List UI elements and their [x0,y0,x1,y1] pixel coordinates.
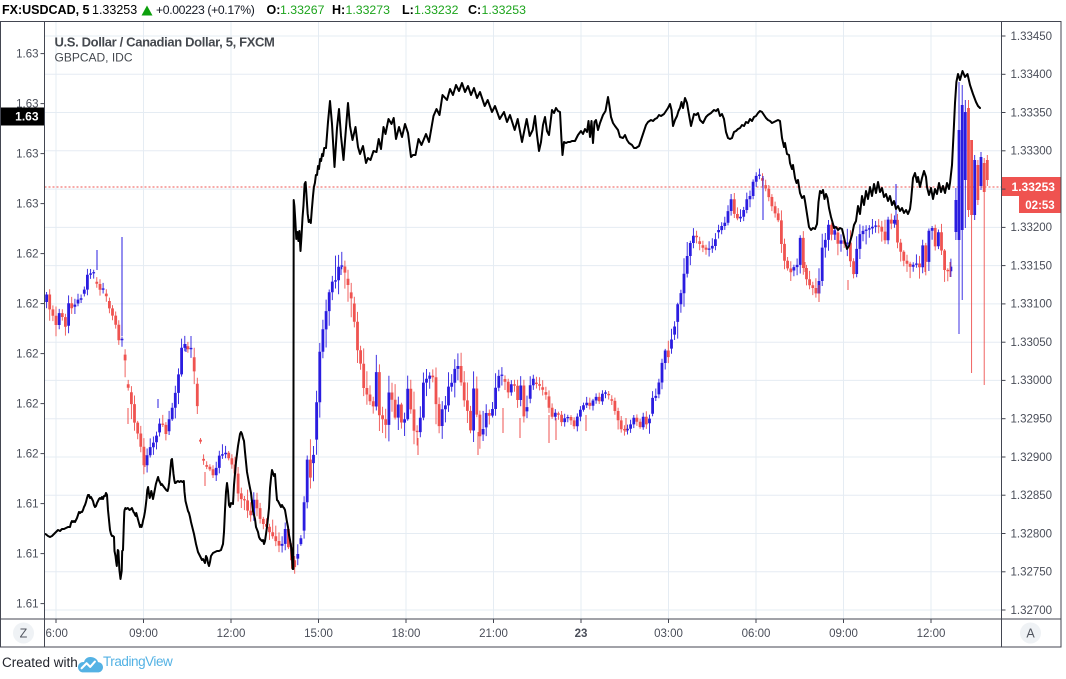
svg-text:1.63: 1.63 [16,98,38,110]
svg-text:6:00: 6:00 [46,628,68,640]
svg-text:1.32900: 1.32900 [1011,452,1053,464]
svg-text:1.32950: 1.32950 [1011,414,1053,426]
svg-text:1.33253: 1.33253 [1012,180,1056,194]
svg-text:1.61: 1.61 [16,598,38,610]
svg-text:1.63: 1.63 [16,48,38,60]
svg-text:1.33300: 1.33300 [1011,146,1053,158]
svg-text:1.32700: 1.32700 [1011,605,1053,617]
svg-text:03:00: 03:00 [654,628,683,640]
svg-text:GBPCAD, IDC: GBPCAD, IDC [55,51,133,65]
svg-text:1.33000: 1.33000 [1011,375,1053,387]
svg-text:1.62: 1.62 [16,448,38,460]
svg-text:1.62: 1.62 [16,248,38,260]
svg-text:1.33200: 1.33200 [1011,222,1053,234]
svg-text:1.33050: 1.33050 [1011,337,1053,349]
svg-text:23: 23 [575,628,588,640]
svg-text:06:00: 06:00 [742,628,771,640]
svg-text:1.32800: 1.32800 [1011,528,1053,540]
svg-text:21:00: 21:00 [479,628,508,640]
svg-text:1.63: 1.63 [16,148,38,160]
svg-text:1.63: 1.63 [15,110,39,124]
svg-text:U.S. Dollar / Canadian Dollar,: U.S. Dollar / Canadian Dollar, 5, FXCM [55,35,275,50]
svg-text:Z: Z [20,627,28,641]
svg-text:12:00: 12:00 [917,628,946,640]
svg-text:18:00: 18:00 [392,628,421,640]
svg-text:09:00: 09:00 [829,628,858,640]
svg-text:A: A [1026,627,1035,641]
svg-text:1.62: 1.62 [16,298,38,310]
svg-text:1.63: 1.63 [16,198,38,210]
svg-text:12:00: 12:00 [217,628,246,640]
svg-text:1.61: 1.61 [16,498,38,510]
svg-text:02:53: 02:53 [1025,200,1054,212]
svg-text:1.33100: 1.33100 [1011,299,1053,311]
svg-text:15:00: 15:00 [304,628,333,640]
svg-text:1.62: 1.62 [16,398,38,410]
svg-text:1.61: 1.61 [16,548,38,560]
svg-text:1.32850: 1.32850 [1011,490,1053,502]
svg-text:09:00: 09:00 [129,628,158,640]
svg-text:1.33350: 1.33350 [1011,107,1053,119]
svg-text:1.33450: 1.33450 [1011,31,1053,43]
svg-text:1.33150: 1.33150 [1011,260,1053,272]
svg-text:1.62: 1.62 [16,348,38,360]
svg-text:1.33400: 1.33400 [1011,69,1053,81]
svg-text:1.32750: 1.32750 [1011,567,1053,579]
